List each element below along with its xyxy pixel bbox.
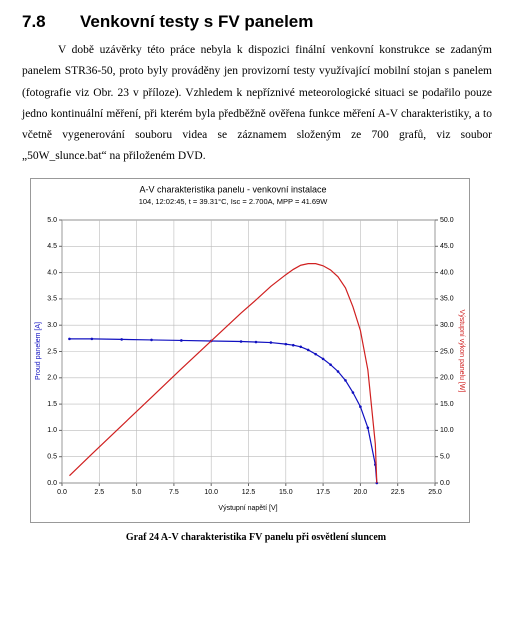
point — [284, 342, 288, 346]
y2-tick-label: 10.0 — [440, 427, 454, 434]
point — [344, 379, 347, 382]
point — [321, 357, 325, 361]
point — [329, 363, 332, 366]
x-tick-label: 7.5 — [169, 489, 179, 496]
point — [336, 370, 340, 373]
caption: Graf 24 A-V charakteristika FV panelu př… — [125, 532, 387, 543]
y2-tick-label: 40.0 — [440, 269, 454, 276]
paragraph: V době uzávěrky této práce nebyla k disp… — [22, 44, 492, 163]
point — [299, 345, 303, 349]
y-tick-label: 3.0 — [47, 322, 57, 329]
point — [239, 340, 243, 343]
y-tick-label: 1.0 — [47, 427, 57, 434]
y-tick-label: 4.0 — [47, 269, 57, 276]
y2-tick-label: 25.0 — [440, 348, 454, 355]
point — [359, 405, 362, 409]
y2-tick-label: 15.0 — [440, 401, 454, 408]
y-tick-label: 4.5 — [47, 243, 57, 250]
point — [306, 348, 310, 352]
x-tick-label: 20.0 — [354, 489, 368, 496]
section-heading: 7.8 Venkovní testy s FV panelem — [22, 12, 313, 32]
y-tick-label: 2.0 — [47, 375, 57, 382]
y-tick-label: 0.0 — [47, 480, 57, 487]
x-tick-label: 15.0 — [279, 489, 293, 496]
y2-tick-label: 35.0 — [440, 296, 454, 303]
x-tick-label: 12.5 — [242, 489, 256, 496]
point — [120, 338, 123, 341]
y2-axis-label: Výstupní výkon panelu [W] — [458, 310, 465, 393]
y2-tick-label: 0.0 — [440, 480, 450, 487]
chart: A-V charakteristika panelu - venkovní in… — [30, 178, 470, 523]
point — [291, 343, 295, 347]
point — [180, 339, 183, 342]
x-tick-label: 5.0 — [132, 489, 142, 496]
y-tick-label: 1.5 — [47, 401, 57, 408]
x-tick-label: 2.5 — [94, 489, 104, 496]
x-tick-label: 22.5 — [391, 489, 405, 496]
y2-tick-label: 45.0 — [440, 243, 454, 250]
y-tick-label: 5.0 — [47, 217, 57, 224]
x-tick-label: 25.0 — [428, 489, 442, 496]
x-axis-label: Výstupní napětí [V] — [218, 505, 277, 512]
x-tick-label: 17.5 — [316, 489, 330, 496]
y-tick-label: 2.5 — [47, 348, 57, 355]
point — [351, 391, 355, 394]
section-title: Venkovní testy s FV panelem — [80, 12, 314, 31]
point — [269, 341, 273, 344]
section-number: 7.8 — [22, 12, 46, 31]
y2-tick-label: 20.0 — [440, 375, 454, 382]
y-tick-label: 3.5 — [47, 296, 57, 303]
point — [314, 352, 317, 356]
chart-title: A-V charakteristika panelu - venkovní in… — [139, 184, 326, 194]
y-axis-label: Proud panelem [A] — [35, 322, 42, 380]
series-line — [69, 263, 378, 484]
y2-tick-label: 5.0 — [440, 454, 450, 461]
point — [254, 340, 258, 344]
point — [90, 337, 94, 341]
point — [150, 338, 153, 342]
point — [68, 337, 71, 341]
chart-subtitle: 104, 12:02:45, t = 39.31°C, Isc = 2.700A… — [139, 197, 329, 206]
y2-tick-label: 30.0 — [440, 322, 454, 329]
y2-tick-label: 50.0 — [440, 217, 454, 224]
x-tick-label: 10.0 — [204, 489, 218, 496]
y-tick-label: 0.5 — [47, 454, 57, 461]
x-tick-label: 0.0 — [57, 489, 67, 496]
point — [366, 426, 370, 430]
